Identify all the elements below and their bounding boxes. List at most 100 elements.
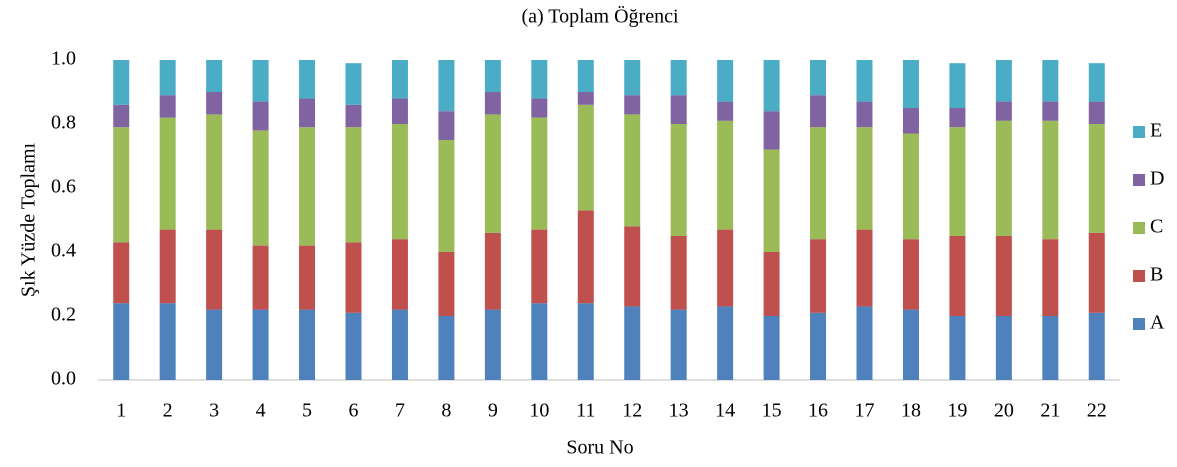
legend-swatch: [1133, 222, 1145, 234]
bar-segment: [159, 95, 176, 118]
y-tick-label: 0.8: [51, 112, 76, 134]
bar-segment: [624, 226, 641, 307]
bar-segment: [995, 236, 1012, 316]
bar-segment: [345, 104, 362, 128]
bar-segment: [252, 245, 269, 310]
bar-segment: [484, 92, 501, 115]
bar-segment: [252, 130, 269, 246]
bar-segment: [531, 229, 548, 304]
bar-segment: [159, 117, 176, 230]
bar-segment: [995, 316, 1012, 380]
bar-segment: [1088, 232, 1105, 313]
bar-segment: [810, 312, 827, 380]
x-tick-label: 21: [1040, 400, 1060, 422]
legend-label: C: [1150, 216, 1163, 238]
bar-segment: [299, 60, 316, 99]
bar-segment: [670, 124, 687, 236]
bar-segment: [810, 239, 827, 313]
bar-segment: [763, 111, 780, 150]
y-tick-label: 0.4: [51, 240, 76, 262]
bar-segment: [345, 242, 362, 313]
x-tick-label: 4: [256, 400, 266, 422]
x-tick-label: 2: [163, 400, 173, 422]
x-tick-label: 12: [622, 400, 642, 422]
bar-segment: [391, 124, 408, 240]
x-tick-label: 11: [576, 400, 595, 422]
x-tick-label: 19: [947, 400, 967, 422]
bar-segment: [206, 309, 223, 380]
bar-segment: [763, 60, 780, 112]
bar-segment: [345, 127, 362, 243]
chart-title: (a) Toplam Öğrenci: [521, 5, 679, 28]
x-tick-label: 18: [901, 400, 921, 422]
bar-segment: [717, 306, 734, 380]
bar-segment: [1088, 124, 1105, 233]
bar-segment: [1042, 120, 1059, 240]
bar-segment: [949, 316, 966, 380]
legend-label: D: [1150, 168, 1164, 190]
bar-segment: [763, 316, 780, 380]
bar-segment: [1042, 239, 1059, 316]
bar-segment: [624, 95, 641, 115]
bar-segment: [113, 60, 130, 105]
x-tick-label: 13: [669, 400, 689, 422]
bar-segment: [1088, 312, 1105, 380]
bar-segment: [484, 114, 501, 233]
bar-segment: [252, 101, 269, 131]
x-tick-label: 14: [715, 400, 735, 422]
x-axis-label: Soru No: [566, 437, 633, 459]
bar-segment: [577, 303, 594, 380]
y-tick-label: 1.0: [51, 48, 76, 70]
bar-segment: [438, 140, 455, 252]
bar-segment: [438, 316, 455, 380]
bar-segment: [1088, 63, 1105, 102]
bar-segment: [345, 312, 362, 380]
bar-segment: [484, 232, 501, 310]
bar-segment: [670, 309, 687, 380]
bar-segment: [577, 210, 594, 304]
bar-segment: [391, 239, 408, 310]
bar-segment: [810, 95, 827, 128]
bar-segment: [624, 306, 641, 380]
x-tick-label: 7: [395, 400, 405, 422]
bar-segment: [995, 120, 1012, 236]
bar-segment: [1042, 316, 1059, 380]
bar-segment: [345, 63, 362, 105]
bar-segment: [391, 309, 408, 380]
y-tick-label: 0.2: [51, 304, 76, 326]
bar-segment: [670, 60, 687, 96]
bar-segment: [902, 309, 919, 380]
bar-segment: [856, 127, 873, 230]
bar-segment: [856, 60, 873, 102]
bar-segment: [484, 60, 501, 92]
bar-segment: [438, 252, 455, 316]
bar-segment: [1042, 101, 1059, 121]
bar-segment: [949, 127, 966, 236]
bar-segment: [763, 252, 780, 316]
bar-segment: [299, 245, 316, 310]
x-tick-label: 1: [116, 400, 126, 422]
x-tick-label: 16: [808, 400, 828, 422]
bar-segment: [531, 60, 548, 99]
x-tick-label: 10: [529, 400, 549, 422]
bar-segment: [810, 127, 827, 240]
bar-segment: [252, 309, 269, 380]
bar-segment: [810, 60, 827, 96]
bar-segment: [113, 127, 130, 243]
bar-segment: [206, 92, 223, 115]
bar-segment: [763, 149, 780, 252]
legend-label: A: [1150, 312, 1165, 334]
bar-segment: [391, 98, 408, 124]
bar-segment: [670, 236, 687, 310]
bar-segment: [577, 60, 594, 92]
bar-segment: [206, 60, 223, 92]
bar-segment: [624, 114, 641, 227]
bar-segment: [949, 63, 966, 108]
bar-segment: [717, 60, 734, 102]
bar-segment: [902, 60, 919, 108]
bar-segment: [113, 104, 130, 128]
bar-segment: [299, 127, 316, 246]
x-tick-label: 22: [1087, 400, 1107, 422]
bar-segment: [484, 309, 501, 380]
